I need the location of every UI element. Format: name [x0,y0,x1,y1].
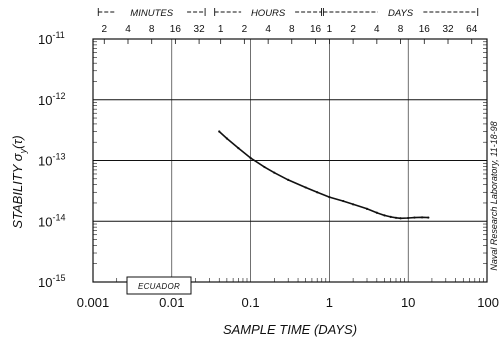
data-point [394,216,398,219]
data-point [413,216,416,219]
top-tick-label: 8 [149,24,155,35]
top-tick-label: 8 [289,24,295,35]
legend-label: ECUADOR [138,282,180,291]
x-tick-label: 10 [401,295,415,310]
data-point [287,178,290,181]
data-point [304,186,307,189]
top-tick-label: 16 [310,24,322,35]
series-layer [218,130,430,220]
top-tick-label: 16 [170,24,182,35]
y-axis-label: STABILITY σy(τ) [10,135,28,228]
plot-frame [92,38,488,283]
data-point [365,207,369,210]
top-tick-label: 64 [466,24,478,35]
data-point [218,130,221,133]
y-tick-label: 10-14 [38,212,65,229]
data-point [399,217,402,220]
data-point [328,195,331,199]
data-point [427,216,430,219]
time-group-label: MINUTES [130,8,173,19]
series-line [218,130,429,220]
data-point [420,216,424,219]
grid-layer [92,38,488,283]
y-tick-label: 10-11 [38,30,65,47]
top-tick-label: 4 [374,24,380,35]
data-point [237,146,240,150]
data-point [407,216,410,220]
data-point [375,211,378,214]
top-time-axis: MINUTES HOURS DAYS 2 4 8 16 32 1 2 4 8 16 1 2 4 8 16 32 64 [97,8,479,44]
top-tick-label: 1 [327,24,333,35]
plot-border [92,38,488,283]
x-tick-label: 1 [326,295,333,310]
top-tick-label: 32 [442,24,454,35]
legend-box: ECUADOR [126,276,192,295]
data-point [273,171,276,174]
top-tick-label: 8 [398,24,404,35]
data-point [249,156,252,160]
time-group-label: HOURS [251,8,286,19]
top-tick-label: 4 [125,24,131,35]
x-axis-ticks: 0.001 0.01 0.1 1 10 100 [77,295,499,310]
y-tick-label: 10-13 [38,152,65,169]
data-point [342,199,345,203]
data-point [352,203,355,206]
top-tick-label: 1 [218,24,224,35]
y-tick-label: 10-12 [38,91,65,108]
y-axis-ticks: 10-11 10-12 10-13 10-14 10-15 [38,30,65,290]
x-tick-label: 0.01 [159,295,184,310]
top-tick-label: 2 [101,24,107,35]
top-tick-label: 4 [265,24,271,35]
credit-annotation: Naval Research Laboratory, 11-18-98 [489,121,499,270]
x-tick-label: 0.001 [77,295,110,310]
data-point [316,191,319,194]
data-point [389,215,392,218]
time-group-label: DAYS [388,8,414,19]
top-tick-label: 2 [350,24,356,35]
x-tick-label: 100 [477,295,499,310]
data-point [263,165,266,169]
top-tick-label: 16 [419,24,431,35]
top-tick-label: 32 [194,24,206,35]
y-tick-label: 10-15 [38,273,65,290]
x-tick-label: 0.1 [242,295,260,310]
x-axis-label: SAMPLE TIME (DAYS) [223,322,357,337]
top-tick-label: 2 [242,24,248,35]
data-point [225,137,228,140]
data-point [383,214,386,217]
